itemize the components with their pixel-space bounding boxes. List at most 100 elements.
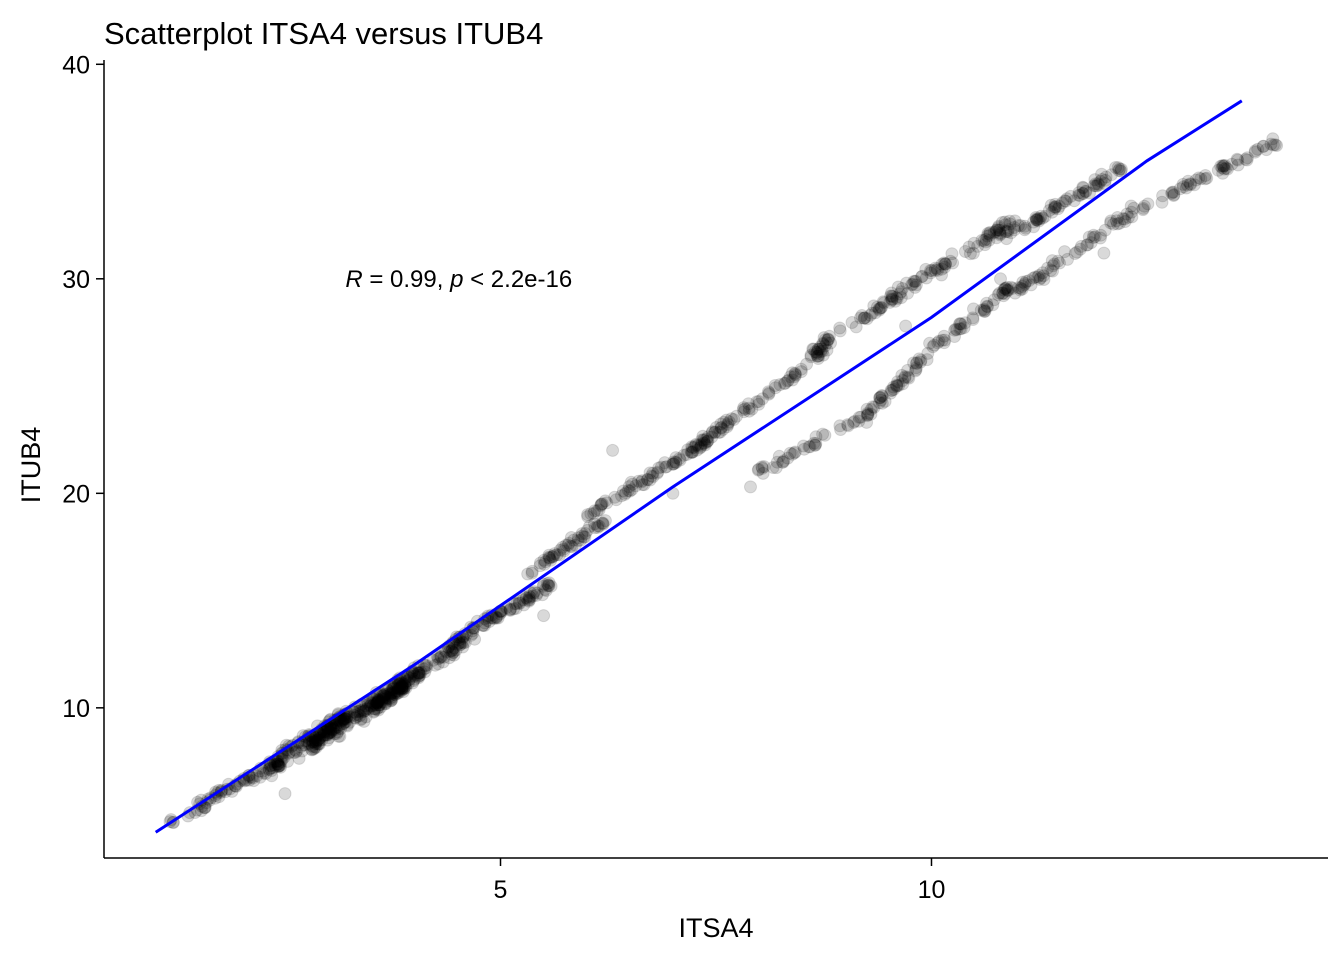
scatter-point xyxy=(338,712,352,726)
scatter-point xyxy=(890,379,904,393)
scatter-point xyxy=(347,708,361,722)
scatter-point xyxy=(354,712,368,726)
scatter-point xyxy=(281,754,295,768)
scatter-point xyxy=(384,692,398,706)
scatter-point xyxy=(533,559,547,573)
scatter-point xyxy=(695,437,708,451)
scatter-point xyxy=(1198,172,1212,186)
scatter-point xyxy=(738,402,752,416)
scatter-point xyxy=(544,553,558,567)
scatter-point xyxy=(971,239,985,253)
scatter-point xyxy=(873,301,887,315)
scatter-point xyxy=(685,440,699,454)
scatter-point xyxy=(1090,179,1104,193)
scatter-point xyxy=(538,557,551,571)
scatter-point xyxy=(907,356,921,370)
scatter-point xyxy=(873,391,887,405)
scatter-point xyxy=(1034,271,1048,285)
scatter-point xyxy=(818,339,832,353)
scatter-point xyxy=(998,282,1012,295)
scatter-point xyxy=(391,679,405,692)
scatter-point xyxy=(294,740,308,754)
scatter-point xyxy=(910,357,924,370)
scatter-point xyxy=(1176,177,1190,191)
scatter-point xyxy=(622,480,636,494)
scatter-point xyxy=(877,296,891,310)
scatter-point xyxy=(317,728,331,742)
scatter-point xyxy=(809,430,823,444)
scatter-point xyxy=(322,726,336,740)
scatter-point xyxy=(896,374,910,387)
scatter-point xyxy=(700,435,714,449)
scatter-point xyxy=(331,720,345,734)
scatter-point xyxy=(503,602,517,616)
scatter-point xyxy=(523,590,537,604)
scatter-point xyxy=(996,286,1009,300)
scatter-point xyxy=(957,321,971,335)
scatter-point xyxy=(891,375,905,389)
scatter-point xyxy=(292,751,306,765)
scatter-point xyxy=(449,643,463,657)
scatter-point xyxy=(333,729,347,743)
scatter-point xyxy=(977,303,991,317)
scatter-point xyxy=(1167,189,1181,202)
scatter-point xyxy=(654,460,668,474)
scatter-point xyxy=(380,691,394,705)
scatter-point xyxy=(536,579,550,593)
scatter-point xyxy=(926,340,940,354)
scatter-point xyxy=(271,759,285,773)
scatter-point xyxy=(1104,168,1118,182)
scatter-point xyxy=(412,671,426,685)
scatter-point xyxy=(697,436,711,450)
scatter-point xyxy=(770,455,784,469)
scatter-point xyxy=(902,371,916,385)
scatter-point xyxy=(385,693,399,706)
scatter-point xyxy=(981,226,995,240)
scatter-point xyxy=(541,578,555,592)
scatter-point xyxy=(587,507,601,520)
scatter-point xyxy=(909,278,923,292)
scatter-point xyxy=(899,319,913,333)
scatter-point xyxy=(1098,173,1112,187)
scatter-point xyxy=(1167,185,1180,199)
scatter-point xyxy=(309,734,323,748)
scatter-point xyxy=(303,736,316,750)
scatter-point xyxy=(365,699,379,713)
scatter-point xyxy=(1120,207,1134,221)
scatter-point xyxy=(513,596,527,610)
scatter-point xyxy=(808,345,822,359)
scatter-point xyxy=(1064,189,1078,203)
scatter-point xyxy=(1112,164,1126,177)
scatter-point xyxy=(1136,201,1150,215)
scatter-point xyxy=(867,299,881,313)
scatter-point xyxy=(954,317,968,331)
scatter-point xyxy=(385,685,399,699)
scatter-point xyxy=(1012,281,1026,295)
scatter-point xyxy=(921,346,935,360)
scatter-point xyxy=(667,457,681,471)
scatter-point xyxy=(1015,282,1029,296)
scatter-point xyxy=(392,677,406,691)
scatter-point xyxy=(714,420,728,434)
scatter-point xyxy=(689,437,703,451)
scatter-point xyxy=(396,685,410,699)
scatter-point xyxy=(539,584,553,597)
scatter-point xyxy=(350,710,364,723)
scatter-point xyxy=(841,419,855,433)
scatter-point xyxy=(1073,188,1087,202)
scatter-point xyxy=(783,370,797,384)
scatter-point xyxy=(402,676,415,690)
scatter-point xyxy=(1001,225,1015,239)
scatter-point xyxy=(371,701,385,715)
scatter-point xyxy=(1230,152,1244,166)
scatter-point xyxy=(397,682,411,696)
scatter-point xyxy=(833,321,847,335)
scatter-point xyxy=(322,725,336,739)
scatter-point xyxy=(935,268,948,282)
scatter-point xyxy=(313,731,327,745)
scatter-point xyxy=(873,396,886,410)
scatter-point xyxy=(1125,205,1138,219)
scatter-point xyxy=(900,276,913,290)
scatter-point xyxy=(385,680,399,694)
scatter-point xyxy=(412,667,426,680)
